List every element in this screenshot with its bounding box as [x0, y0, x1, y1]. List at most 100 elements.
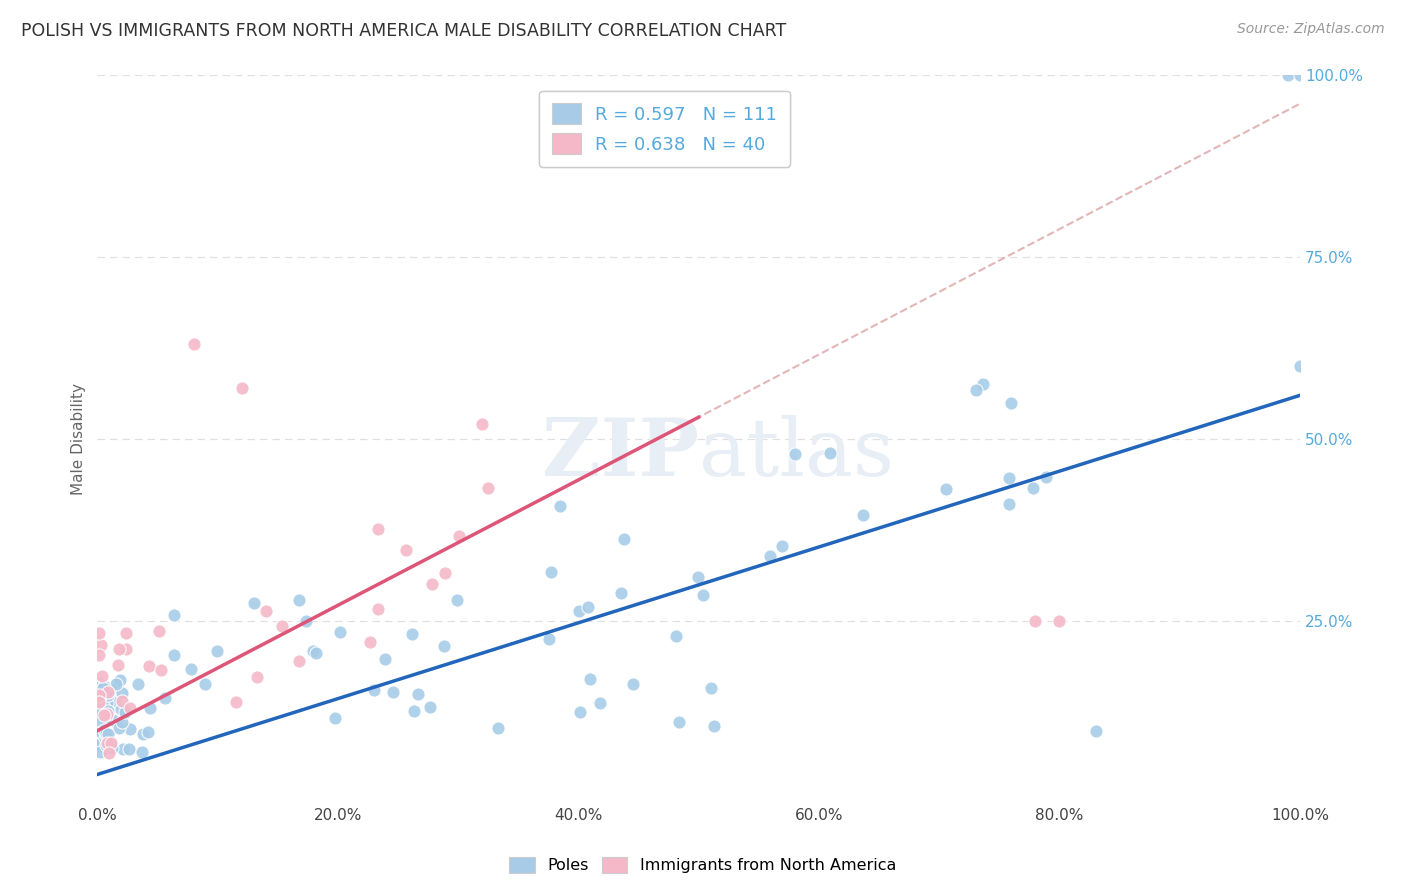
Legend: Poles, Immigrants from North America: Poles, Immigrants from North America [503, 850, 903, 880]
Point [568, 604, 591, 618]
Point [87, 680, 110, 694]
Text: ZIP: ZIP [541, 415, 699, 492]
Point [108, 641, 131, 656]
Point [100, 683, 122, 698]
Point [87, 676, 110, 690]
Point [205, 644, 228, 658]
Point [103, 713, 125, 727]
Point [87, 648, 110, 662]
Point [93, 722, 115, 736]
Point [288, 592, 311, 607]
Point [163, 648, 186, 662]
Point [91, 699, 114, 714]
Point [367, 602, 389, 616]
Point [997, 471, 1019, 485]
Point [998, 497, 1021, 511]
Point [111, 694, 134, 708]
Point [97, 685, 120, 699]
Point [89, 745, 111, 759]
Point [1084, 723, 1107, 738]
Point [613, 533, 636, 547]
Point [115, 641, 138, 656]
Point [138, 658, 160, 673]
Point [246, 670, 269, 684]
Text: Source: ZipAtlas.com: Source: ZipAtlas.com [1237, 22, 1385, 37]
Point [87, 695, 110, 709]
Point [148, 624, 170, 639]
Point [323, 711, 346, 725]
Point [852, 508, 875, 523]
Point [96, 706, 118, 721]
Point [87, 716, 110, 731]
Point [97, 704, 120, 718]
Point [692, 588, 714, 602]
Point [180, 662, 202, 676]
Point [419, 700, 441, 714]
Point [758, 549, 780, 563]
Point [155, 691, 177, 706]
Point [329, 625, 352, 640]
Point [117, 741, 139, 756]
Point [87, 625, 110, 640]
Point [295, 614, 318, 628]
Point [406, 687, 429, 701]
Point [98, 746, 121, 760]
Point [93, 725, 115, 739]
Point [270, 619, 292, 633]
Point [131, 745, 153, 759]
Point [87, 738, 110, 752]
Point [395, 543, 418, 558]
Point [783, 447, 806, 461]
Point [1289, 68, 1312, 82]
Point [550, 500, 572, 514]
Point [89, 681, 111, 695]
Point [91, 727, 114, 741]
Point [447, 529, 470, 543]
Point [610, 586, 633, 600]
Point [120, 700, 142, 714]
Point [93, 679, 115, 693]
Point [89, 690, 111, 704]
Point [1289, 359, 1312, 373]
Point [367, 522, 389, 536]
Point [1035, 470, 1057, 484]
Point [93, 682, 115, 697]
Point [965, 384, 987, 398]
Point [538, 632, 561, 646]
Point [96, 696, 118, 710]
Point [87, 708, 110, 723]
Point [935, 483, 957, 497]
Point [359, 634, 381, 648]
Point [115, 625, 138, 640]
Point [118, 723, 141, 737]
Point [422, 577, 444, 591]
Point [972, 377, 994, 392]
Point [136, 724, 159, 739]
Point [688, 570, 710, 584]
Point [770, 539, 793, 553]
Point [700, 681, 723, 695]
Point [87, 689, 110, 703]
Point [90, 638, 112, 652]
Point [97, 727, 120, 741]
Point [100, 736, 122, 750]
Point [104, 694, 127, 708]
Point [105, 677, 128, 691]
Point [231, 381, 253, 395]
Point [194, 677, 217, 691]
Point [576, 599, 599, 614]
Point [374, 651, 396, 665]
Point [162, 608, 184, 623]
Point [93, 708, 115, 723]
Point [477, 481, 499, 495]
Point [668, 715, 690, 730]
Point [94, 738, 117, 752]
Point [132, 727, 155, 741]
Point [568, 705, 591, 719]
Point [97, 730, 120, 744]
Point [91, 669, 114, 683]
Point [114, 705, 136, 719]
Point [402, 704, 425, 718]
Point [110, 702, 132, 716]
Point [1022, 481, 1045, 495]
